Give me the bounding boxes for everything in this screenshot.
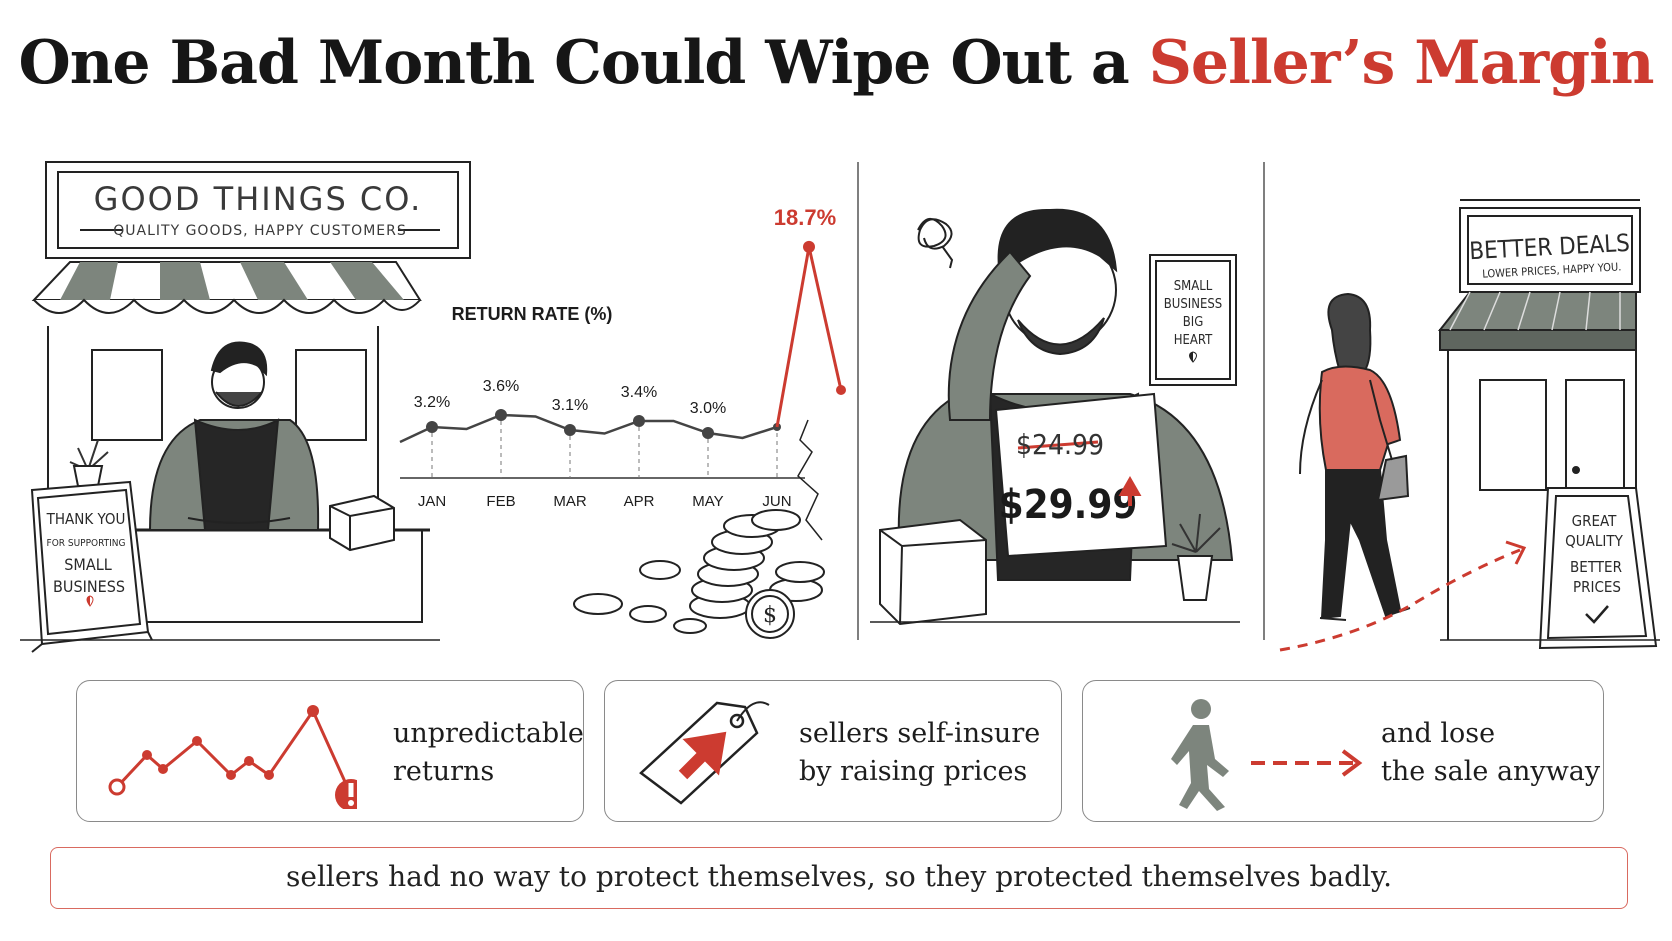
x-tick-label-jan: JAN xyxy=(418,493,446,510)
old-price: $24.99 xyxy=(1016,428,1104,461)
shop-sign-tagline: QUALITY GOODS, HAPPY CUSTOMERS xyxy=(113,223,406,239)
data-point-apr xyxy=(633,415,645,427)
data-label-mar: 3.1% xyxy=(552,397,588,414)
data-point-jan xyxy=(426,421,438,433)
competitor-aframe-line-2: QUALITY xyxy=(1565,532,1623,550)
price-sign xyxy=(994,392,1168,558)
coin-pile-icon: $ xyxy=(573,509,825,639)
aframe-line-2: FOR SUPPORTING xyxy=(47,538,126,549)
wall-sign-line-4: HEART xyxy=(1174,333,1213,348)
dashed-path-arrow xyxy=(1279,548,1521,652)
seller-panel xyxy=(870,208,1240,626)
illustration-scene: GOOD THINGS CO. QUALITY GOODS, HAPPY CUS… xyxy=(20,161,1660,653)
card-raising-prices: sellers self-insure by raising prices xyxy=(604,680,1062,822)
shop-sign-name: GOOD THINGS CO. xyxy=(94,180,423,218)
data-label-may: 3.0% xyxy=(690,400,726,417)
price-up-arrow-icon xyxy=(1118,475,1142,506)
card-unpredictable-returns: unpredictable returns xyxy=(76,680,584,822)
x-tick-label-feb: FEB xyxy=(486,493,515,510)
svg-text:$: $ xyxy=(763,603,777,628)
x-tick-label-apr: APR xyxy=(624,493,655,510)
aframe-line-1: THANK YOU xyxy=(46,510,126,528)
competitor-panel xyxy=(1279,199,1660,652)
card-3-line-1: and lose xyxy=(1381,718,1496,749)
card-3-line-2: the sale anyway xyxy=(1381,756,1601,787)
old-price-strike xyxy=(1017,440,1099,450)
spike-point xyxy=(803,240,815,253)
data-point-mar xyxy=(564,424,576,436)
card-lose-sale: and lose the sale anyway xyxy=(1082,680,1604,822)
x-tick-label-may: MAY xyxy=(692,493,723,510)
heart-icon xyxy=(1189,351,1197,363)
competitor-aframe-line-4: PRICES xyxy=(1573,578,1621,596)
walking-person-icon xyxy=(1171,699,1363,811)
thank-you-aframe xyxy=(30,480,153,653)
shop-panel xyxy=(20,161,471,653)
new-price: $29.99 xyxy=(999,482,1138,528)
wall-sign-line-1: SMALL xyxy=(1174,279,1213,294)
crack-line xyxy=(797,419,823,541)
walking-woman-figure xyxy=(1299,292,1411,621)
card-2-line-2: by raising prices xyxy=(799,756,1028,787)
competitor-aframe-line-3: BETTER xyxy=(1570,558,1622,576)
spiky-line-chart-icon xyxy=(108,705,357,809)
card-1-line-2: returns xyxy=(393,756,495,787)
return-rate-chart: RETURN RATE (%) JAN 3.2% FEB 3.6% MAR 3.1% APR… xyxy=(399,205,846,510)
spike-end-point xyxy=(836,385,846,395)
data-point-may xyxy=(702,427,714,439)
title-main: One Bad Month Could Wipe Out a xyxy=(18,28,1149,98)
aframe-line-4: BUSINESS xyxy=(53,577,125,596)
data-label-jan: 3.2% xyxy=(414,394,450,411)
price-tag-up-arrow-icon xyxy=(639,701,770,805)
bottom-banner: sellers had no way to protect themselves… xyxy=(50,847,1628,909)
card-1-line-1: unpredictable xyxy=(393,718,584,749)
spike-label: 18.7% xyxy=(774,205,836,230)
data-label-feb: 3.6% xyxy=(483,378,519,395)
title-accent: Seller’s Margin xyxy=(1148,28,1655,98)
shopkeeper-figure xyxy=(148,341,320,531)
page-title: One Bad Month Could Wipe Out a Seller’s … xyxy=(0,28,1672,98)
spike-line xyxy=(775,246,843,428)
x-tick-label-jun: JUN xyxy=(762,493,791,510)
chart-title: RETURN RATE (%) xyxy=(452,304,613,324)
competitor-aframe-line-1: GREAT xyxy=(1572,512,1617,530)
wall-sign-line-3: BIG xyxy=(1183,315,1204,330)
data-point-feb xyxy=(495,409,507,421)
x-tick-label-mar: MAR xyxy=(553,493,587,510)
competitor-aframe xyxy=(1538,487,1658,650)
card-2-line-1: sellers self-insure xyxy=(799,718,1041,749)
competitor-awning xyxy=(1437,291,1637,331)
aframe-line-3: SMALL xyxy=(64,555,111,574)
wall-sign-line-2: BUSINESS xyxy=(1164,297,1222,312)
stress-scribble-icon xyxy=(917,218,954,269)
data-label-apr: 3.4% xyxy=(621,384,657,401)
return-rate-line xyxy=(399,413,778,444)
wall-sign xyxy=(1149,254,1237,386)
